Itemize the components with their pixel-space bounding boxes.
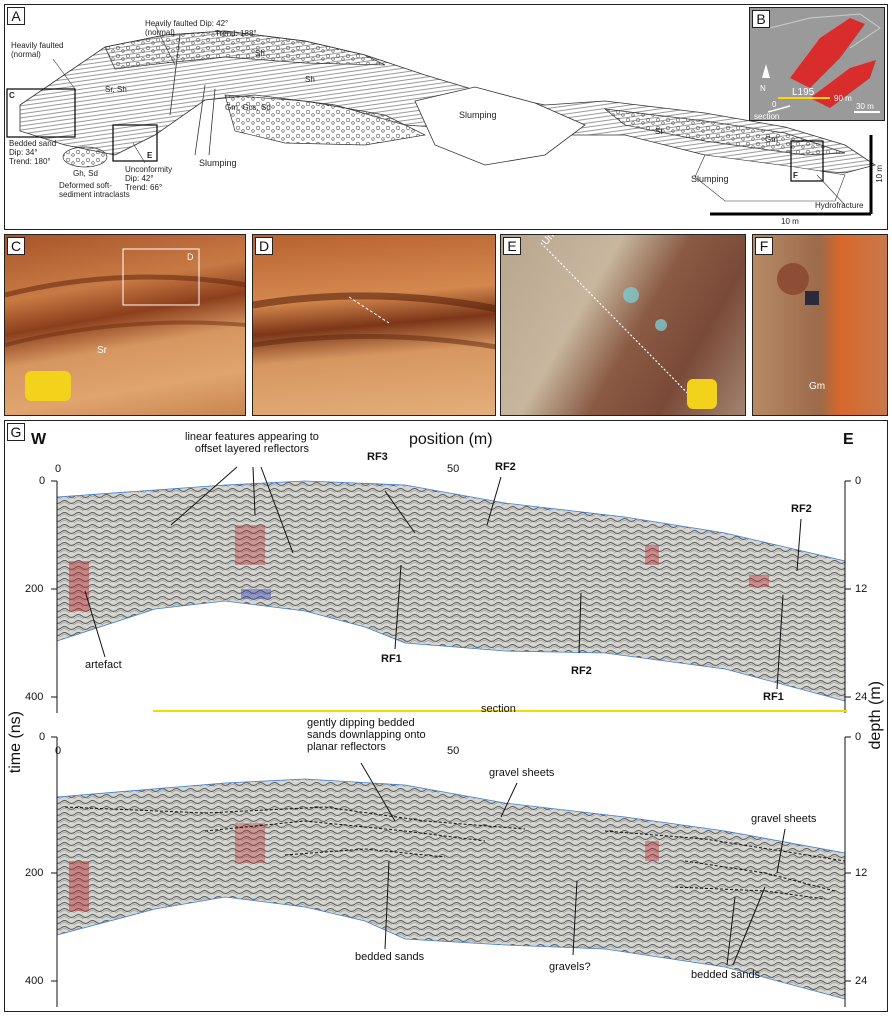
map-line-label: L195 (792, 87, 815, 98)
photo-c-texture (5, 248, 245, 401)
panel-a: A (4, 4, 888, 230)
depth-tick-24-top: 24 (855, 691, 868, 703)
label-trend-188: Trend: 188° (215, 29, 257, 38)
label-deformed: Deformed soft- sediment intraclasts (59, 181, 130, 199)
annot-rf3: RF3 (367, 451, 388, 463)
annot-gravels: gravels? (549, 961, 591, 973)
annot-rf2-a: RF2 (495, 461, 516, 473)
x-tick-0-bottom: 0 (55, 745, 62, 757)
scale-v-label: 10 m (875, 165, 884, 183)
photo-e-texture (540, 242, 717, 409)
time-tick-200-bottom: 200 (25, 867, 44, 879)
panel-label-b: B (752, 10, 770, 28)
map-scale: 30 m (856, 102, 874, 111)
annot-section: section (481, 703, 516, 715)
panel-label-g: G (7, 423, 25, 441)
label-heavily-faulted-2: Heavily faulted Dip: 42° (normal) (145, 19, 229, 37)
depth-tick-24-bottom: 24 (855, 975, 868, 987)
aerial-map (750, 8, 884, 120)
annot-rf2-b: RF2 (791, 503, 812, 515)
x-tick-50-bottom: 50 (447, 745, 460, 757)
photo-c-box-d: D (187, 252, 194, 262)
arrows-top (84, 466, 802, 690)
map-dist: 90 m (834, 94, 852, 103)
annot-gently-dipping: gently dipping bedded sands downlapping … (307, 717, 426, 753)
facies-gm2: Gm, Gcs, Sd (225, 103, 271, 112)
annot-bedded-sands-1: bedded sands (355, 951, 425, 963)
depth-tick-0-top: 0 (855, 475, 862, 487)
panel-label-c: C (7, 237, 25, 255)
x-axis-title: position (m) (409, 431, 493, 448)
time-tick-200-top: 200 (25, 583, 44, 595)
label-slumping-3: Slumping (691, 174, 729, 184)
panel-d: D (252, 234, 496, 416)
panel-g: G (4, 420, 888, 1012)
box-label-c: C (9, 91, 15, 100)
map-section: section (754, 112, 780, 121)
y-axis-left-title: time (ns) (7, 711, 24, 774)
facies-sr: Sr, Sh (105, 85, 127, 94)
annot-rf2-c: RF2 (571, 665, 592, 677)
panel-c: C Sr D (4, 234, 246, 416)
panel-f: F Gm (752, 234, 888, 416)
facies-st: St (655, 127, 663, 136)
annot-bedded-sands-2: bedded sands (691, 969, 761, 981)
time-tick-0-bottom: 0 (39, 731, 46, 743)
panel-b: B N L195 0 90 m section 30 m (749, 7, 885, 121)
map-zero: 0 (772, 100, 777, 109)
time-tick-400-top: 400 (25, 691, 44, 703)
label-slumping-1: Slumping (199, 158, 237, 168)
depth-tick-12-top: 12 (855, 583, 868, 595)
x-tick-50-top: 50 (447, 463, 460, 475)
panel-e: E Unconformity (500, 234, 746, 416)
label-bedded-sand: Bedded sand Dip: 34° Trend: 180° (9, 139, 57, 166)
annot-artefact: artefact (85, 659, 122, 671)
box-label-e: E (147, 151, 153, 160)
facies-sh-1: Sh (305, 75, 315, 84)
box-label-f: F (793, 171, 798, 180)
facies-sh-2: Sh (255, 49, 265, 58)
label-gh-sd: Gh, Sd (73, 169, 98, 178)
outcrop-sketch (6, 24, 876, 216)
annot-rf1-b: RF1 (763, 691, 784, 703)
label-w: W (31, 431, 47, 448)
x-tick-0-top: 0 (55, 463, 62, 475)
panel-label-f: F (755, 237, 773, 255)
label-hydrofracture: Hydrofracture (815, 201, 864, 210)
panel-label-a: A (7, 7, 25, 25)
gpr-profiles (51, 466, 851, 1007)
photo-d-texture (253, 292, 495, 350)
annot-gravel-sheets-2: gravel sheets (751, 813, 817, 825)
reflectors-bottom (69, 823, 659, 911)
photo-f-gm: Gm (809, 381, 826, 392)
depth-tick-0-bottom: 0 (855, 731, 862, 743)
label-slumping-2: Slumping (459, 110, 497, 120)
arrows-bottom (360, 762, 786, 966)
label-e: E (843, 431, 854, 448)
panel-label-d: D (255, 237, 273, 255)
scale-h-label: 10 m (781, 217, 799, 226)
facies-gm: Gm (765, 135, 778, 144)
y-axis-right-title: depth (m) (867, 681, 884, 750)
map-north: N (760, 84, 766, 93)
time-tick-400-bottom: 400 (25, 975, 44, 987)
label-heavily-faulted-1: Heavily faulted (normal) (11, 41, 64, 59)
panel-label-e: E (503, 237, 521, 255)
time-tick-0-top: 0 (39, 475, 46, 487)
photo-c-sr: Sr (97, 345, 107, 356)
annot-rf1-a: RF1 (381, 653, 402, 665)
reflectors-top (69, 525, 769, 611)
annot-linear-features: linear features appearing to offset laye… (185, 431, 319, 455)
annot-gravel-sheets-1: gravel sheets (489, 767, 555, 779)
label-unconformity: Unconformity Dip: 42° Trend: 66° (125, 165, 173, 192)
photo-f-texture (777, 263, 819, 305)
depth-tick-12-bottom: 12 (855, 867, 868, 879)
